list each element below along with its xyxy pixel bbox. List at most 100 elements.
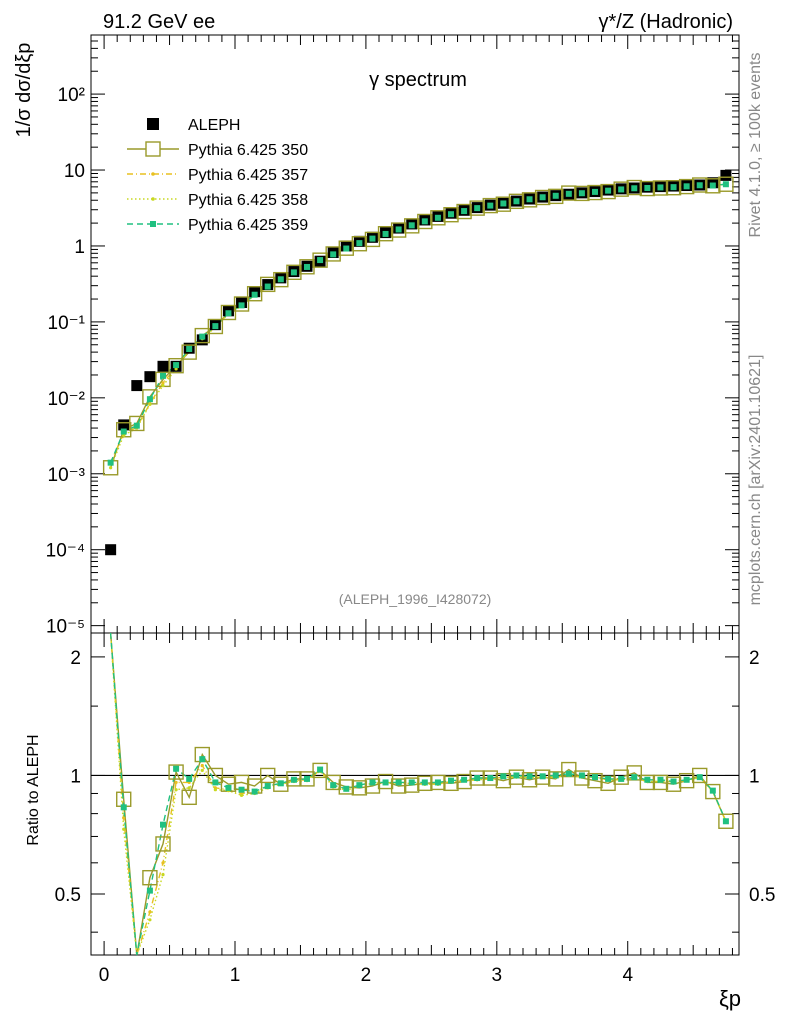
pythia-359-point xyxy=(160,372,166,379)
analysis-tag: (ALEPH_1996_I428072) xyxy=(339,591,492,607)
ratio-350-point xyxy=(430,774,446,791)
pythia-359-point xyxy=(644,184,651,191)
ratio-350-point xyxy=(351,780,368,796)
x-tick-label: 2 xyxy=(361,965,372,986)
ratio-dot-point xyxy=(148,918,152,922)
main-axes: 10⁻⁵ 10⁻⁴ 10⁻³ 10⁻² 10⁻¹ 1 10 10² xyxy=(46,34,739,638)
ratio-350-point xyxy=(469,770,485,786)
ratio-359-point xyxy=(199,756,206,763)
ratio-359-point xyxy=(277,780,284,787)
pythia-359-point xyxy=(238,302,245,309)
pythia-350-point xyxy=(417,213,433,230)
ratio-axes: 0.5 0.5 1 1 2 2 0 1 2 3 4 xyxy=(55,633,775,986)
main-y-tick-label: 10⁻⁴ xyxy=(46,541,85,562)
pythia-350-point xyxy=(351,236,368,252)
ratio-350-point xyxy=(260,767,276,784)
pythia-359-point xyxy=(277,276,284,283)
ratio-dot-point xyxy=(161,861,165,865)
ratio-350-point xyxy=(574,770,590,786)
pythia-350-point xyxy=(718,176,734,192)
x-tick-label: 1 xyxy=(230,965,241,986)
pythia-359-point xyxy=(290,269,297,276)
pythia-359-point xyxy=(670,184,677,191)
pythia-359-point xyxy=(356,240,363,247)
pythia-359-point xyxy=(212,323,219,330)
ratio-350-point xyxy=(142,869,158,886)
x-axis-label: ξp xyxy=(719,986,741,1011)
pythia-350-point xyxy=(548,188,564,205)
ratio-359-point xyxy=(264,783,271,790)
x-tick-label: 3 xyxy=(492,965,503,986)
pythia-350-point xyxy=(129,415,145,432)
aleph-point xyxy=(105,544,117,556)
x-tick-label: 4 xyxy=(622,965,633,986)
ratio-350-point xyxy=(299,771,315,787)
pythia-350-point xyxy=(260,276,276,293)
legend-label: Pythia 6.425 350 xyxy=(188,142,308,159)
ratio-359-point xyxy=(343,785,350,792)
ratio-359-point xyxy=(618,775,625,782)
pythia-dot-point xyxy=(122,433,126,438)
ratio-350-point xyxy=(417,775,433,792)
ratio-y-tick-label: 1 xyxy=(70,766,81,787)
pythia-dot-point xyxy=(161,383,165,388)
ratio-350-point xyxy=(508,769,525,785)
ratio-y-tick-label-right: 2 xyxy=(749,648,760,669)
ratio-359-point xyxy=(631,774,638,781)
ratio-350-point xyxy=(692,767,708,784)
ratio-359-point xyxy=(526,773,533,780)
ratio-dot-point xyxy=(161,873,165,877)
pythia-359-point xyxy=(434,214,441,221)
pythia-350-point xyxy=(364,231,381,248)
ratio-350-point xyxy=(364,778,381,794)
pythia-350-point xyxy=(207,318,224,335)
pythia-350-point xyxy=(678,178,695,195)
pythia-359-point xyxy=(395,226,402,233)
ratio-359-point xyxy=(186,775,193,782)
ratio-350-point xyxy=(443,775,459,792)
pythia-359-point xyxy=(722,181,729,188)
pythia-350-point xyxy=(534,189,551,206)
ratio-350-point xyxy=(521,772,538,788)
pythia-350-point xyxy=(521,192,538,208)
pythia-350-point xyxy=(325,246,341,262)
pythia-359-point xyxy=(264,283,271,290)
main-series-group xyxy=(102,169,734,556)
ratio-359-point xyxy=(644,776,651,783)
legend: ALEPH Pythia 6.425 350 Pythia 6.425 357 Pyt… xyxy=(127,117,308,234)
ratio-359-point xyxy=(461,776,468,783)
pythia-359-point xyxy=(552,192,559,199)
ratio-350-point xyxy=(718,813,734,829)
ratio-359-point xyxy=(487,775,494,782)
legend-marker-359 xyxy=(150,221,156,227)
pythia-350-point xyxy=(665,180,682,196)
ratio-dot-point xyxy=(200,763,204,768)
ratio-359-point xyxy=(382,779,389,786)
pythia-359-point xyxy=(330,251,337,258)
aleph-point xyxy=(118,419,130,431)
pythia-350-point xyxy=(430,210,446,226)
ratio-350-point xyxy=(338,779,354,795)
pythia-350-point xyxy=(286,264,302,280)
main-y-tick-label: 1 xyxy=(74,237,85,258)
ratio-359-point xyxy=(474,775,481,782)
pythia-350-point xyxy=(456,203,472,220)
pythia-350-point xyxy=(508,193,525,210)
ratio-359-point xyxy=(592,774,598,781)
pythia-359-point xyxy=(709,182,716,189)
pythia-359-point xyxy=(199,333,206,340)
pythia-350-point xyxy=(495,196,512,212)
ratio-350-point xyxy=(548,771,564,787)
pythia-350-point xyxy=(181,344,197,360)
ratio-350-point xyxy=(665,776,682,792)
ratio-359-point xyxy=(120,804,127,811)
ratio-359-point xyxy=(395,779,402,786)
pythia-dot-point xyxy=(161,381,165,385)
pythia-dot-point xyxy=(174,367,178,371)
legend-marker-aleph xyxy=(147,118,159,130)
legend-marker-350 xyxy=(145,141,161,157)
header-energy: 91.2 GeV ee xyxy=(103,11,215,33)
pythia-359-point xyxy=(225,310,232,317)
pythia-359-point xyxy=(382,230,389,237)
